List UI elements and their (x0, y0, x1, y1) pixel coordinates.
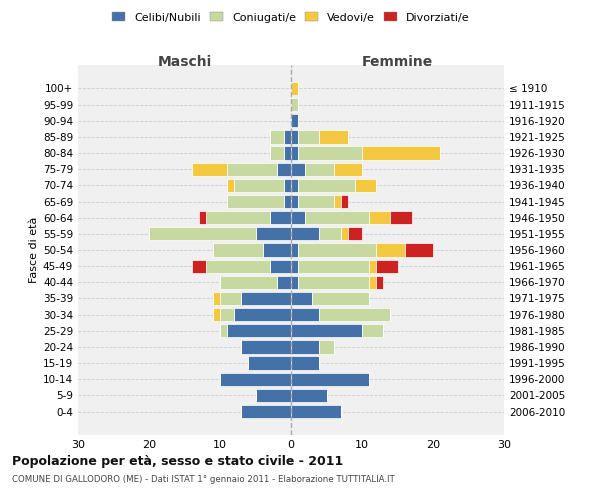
Bar (263, 244, 291, 256)
Bar (256, 227, 291, 240)
Bar (404, 244, 433, 256)
Bar (291, 356, 319, 370)
Bar (369, 211, 391, 224)
Bar (206, 211, 270, 224)
Bar (291, 276, 298, 289)
Bar (284, 130, 291, 143)
Bar (241, 340, 291, 353)
Bar (319, 340, 334, 353)
Bar (206, 260, 270, 273)
Text: Femmine: Femmine (362, 55, 433, 69)
Bar (199, 211, 206, 224)
Bar (291, 227, 319, 240)
Bar (319, 308, 391, 321)
Bar (369, 276, 376, 289)
Bar (291, 82, 298, 95)
Bar (305, 162, 334, 176)
Bar (284, 195, 291, 208)
Bar (213, 244, 263, 256)
Bar (355, 179, 376, 192)
Bar (376, 276, 383, 289)
Bar (291, 130, 298, 143)
Bar (220, 292, 241, 305)
Bar (341, 227, 348, 240)
Bar (298, 276, 369, 289)
Bar (291, 340, 319, 353)
Bar (191, 260, 206, 273)
Bar (298, 244, 376, 256)
Bar (241, 405, 291, 418)
Bar (341, 195, 348, 208)
Text: Popolazione per età, sesso e stato civile - 2011: Popolazione per età, sesso e stato civil… (12, 455, 343, 468)
Bar (227, 195, 284, 208)
Bar (291, 179, 298, 192)
Bar (213, 308, 220, 321)
Bar (376, 244, 404, 256)
Bar (298, 130, 319, 143)
Bar (277, 162, 291, 176)
Bar (291, 324, 362, 338)
Legend: Celibi/Nubili, Coniugati/e, Vedovi/e, Divorziati/e: Celibi/Nubili, Coniugati/e, Vedovi/e, Di… (108, 8, 474, 27)
Bar (227, 324, 291, 338)
Bar (291, 372, 369, 386)
Bar (376, 260, 398, 273)
Bar (291, 146, 298, 160)
Bar (270, 211, 291, 224)
Bar (291, 405, 341, 418)
Bar (291, 260, 298, 273)
Bar (313, 292, 369, 305)
Bar (291, 195, 298, 208)
Bar (298, 195, 334, 208)
Bar (291, 211, 305, 224)
Bar (334, 195, 341, 208)
Bar (149, 227, 256, 240)
Bar (277, 276, 291, 289)
Bar (270, 130, 284, 143)
Bar (291, 292, 313, 305)
Bar (220, 324, 227, 338)
Bar (291, 114, 298, 128)
Bar (191, 162, 227, 176)
Bar (284, 179, 291, 192)
Bar (284, 146, 291, 160)
Text: COMUNE DI GALLODORO (ME) - Dati ISTAT 1° gennaio 2011 - Elaborazione TUTTITALIA.: COMUNE DI GALLODORO (ME) - Dati ISTAT 1°… (12, 475, 395, 484)
Bar (298, 146, 362, 160)
Bar (319, 130, 348, 143)
Bar (362, 324, 383, 338)
Bar (291, 308, 319, 321)
Bar (369, 260, 376, 273)
Bar (234, 308, 291, 321)
Bar (334, 162, 362, 176)
Bar (227, 179, 234, 192)
Bar (298, 179, 355, 192)
Text: Maschi: Maschi (157, 55, 212, 69)
Bar (362, 146, 440, 160)
Bar (241, 292, 291, 305)
Bar (220, 276, 277, 289)
Y-axis label: Fasce di età: Fasce di età (29, 217, 39, 283)
Bar (270, 146, 284, 160)
Bar (256, 389, 291, 402)
Bar (291, 244, 298, 256)
Bar (270, 260, 291, 273)
Bar (305, 211, 369, 224)
Bar (234, 179, 284, 192)
Bar (348, 227, 362, 240)
Bar (248, 356, 291, 370)
Bar (220, 308, 234, 321)
Bar (291, 389, 326, 402)
Bar (291, 98, 298, 111)
Bar (220, 372, 291, 386)
Bar (213, 292, 220, 305)
Bar (227, 162, 277, 176)
Bar (291, 162, 305, 176)
Bar (298, 260, 369, 273)
Bar (319, 227, 341, 240)
Bar (391, 211, 412, 224)
